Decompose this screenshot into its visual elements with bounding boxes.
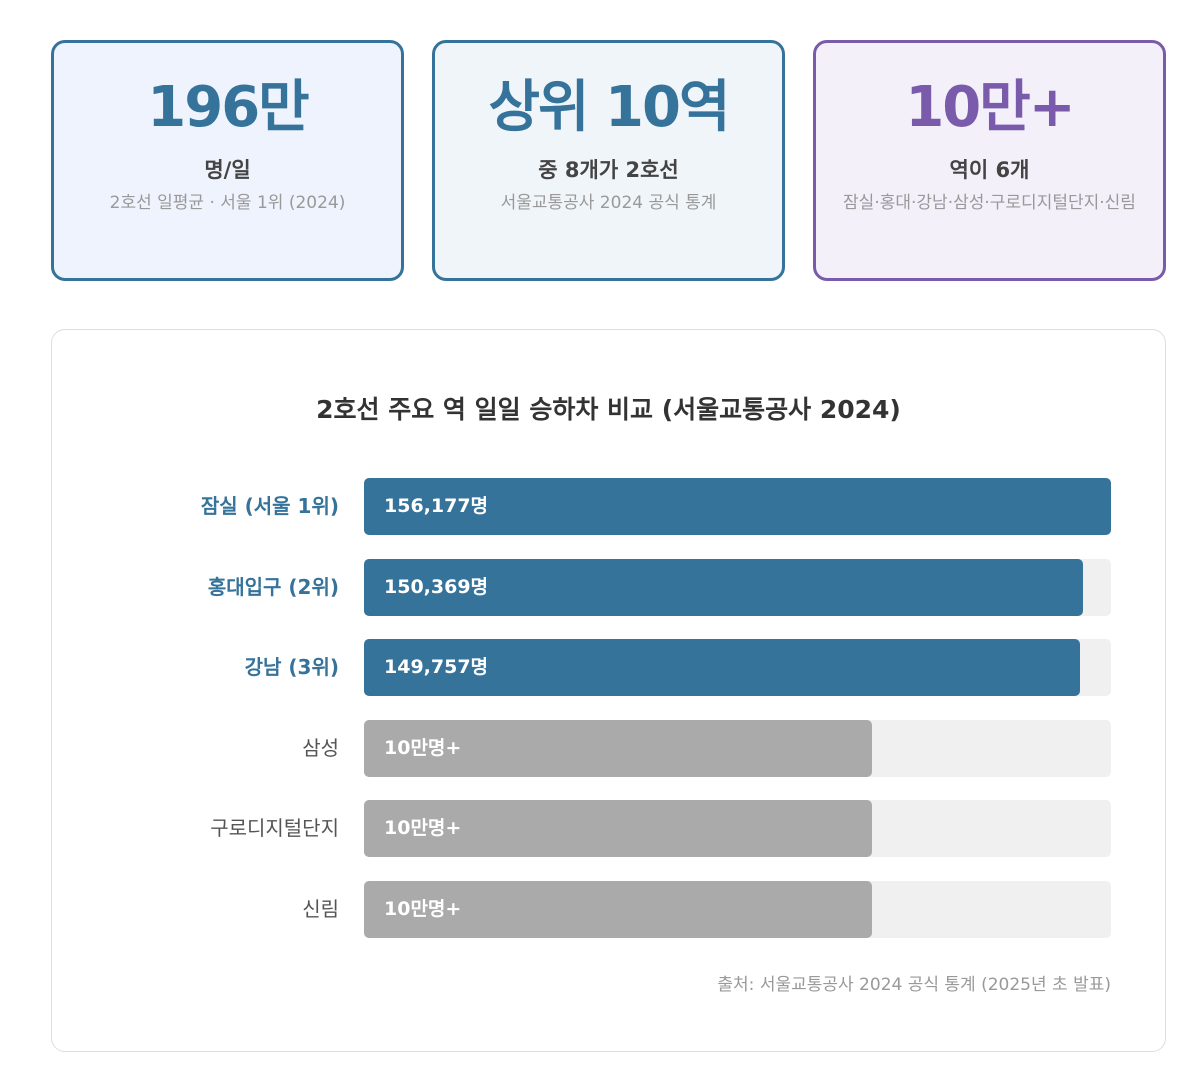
- bar-chart-card: 2호선 주요 역 일일 승하차 비교 (서울교통공사 2024) 잠실 (서울 …: [51, 329, 1166, 1052]
- bar: 149,757명: [364, 639, 1081, 696]
- bar: 156,177명: [364, 478, 1111, 535]
- bar-value-label: 10만명+: [384, 817, 462, 839]
- chart-title: 2호선 주요 역 일일 승하차 비교 (서울교통공사 2024): [316, 395, 901, 424]
- bar-value-label: 150,369명: [384, 575, 489, 598]
- bar-row: 잠실 (서울 1위) 156,177명: [52, 478, 1165, 535]
- stat-card-daily-riders: 196만 명/일 2호선 일평균 · 서울 1위 (2024): [51, 40, 404, 281]
- bar-category-label: 홍대입구 (2위): [207, 574, 339, 599]
- bar: 150,369명: [364, 558, 1084, 616]
- bar-row: 강남 (3위) 149,757명: [52, 639, 1165, 696]
- bar-row: 홍대입구 (2위) 150,369명: [52, 558, 1165, 616]
- bar-value-label: 156,177명: [384, 495, 489, 517]
- bar-track: 150,369명: [364, 558, 1111, 616]
- stat-value: 10만+: [905, 75, 1075, 140]
- stat-unit: 역이 6개: [949, 158, 1030, 182]
- bar-value-label: 149,757명: [384, 656, 489, 678]
- stat-value: 196만: [147, 75, 309, 140]
- stat-card-top10: 상위 10역 중 8개가 2호선 서울교통공사 2024 공식 통계: [432, 40, 785, 281]
- bar-row: 삼성 10만명+: [52, 719, 1165, 777]
- bar-track: 10만명+: [364, 800, 1111, 857]
- bar-category-label: 강남 (3위): [244, 655, 339, 679]
- bar-value-label: 10만명+: [384, 897, 462, 920]
- bar-row: 구로디지털단지 10만명+: [52, 800, 1165, 857]
- bar: 10만명+: [364, 719, 872, 777]
- bar-value-label: 10만명+: [384, 736, 462, 759]
- bar-category-label: 신림: [302, 896, 339, 921]
- bar-track: 156,177명: [364, 478, 1111, 535]
- bar-track: 10만명+: [364, 880, 1111, 938]
- chart-source: 출처: 서울교통공사 2024 공식 통계 (2025년 초 발표): [717, 975, 1111, 995]
- bar: 10만명+: [364, 880, 872, 938]
- bar-category-label: 구로디지털단지: [210, 816, 339, 840]
- bar-track: 10만명+: [364, 719, 1111, 777]
- stat-value: 상위 10역: [488, 75, 731, 140]
- stat-card-100k-stations: 10만+ 역이 6개 잠실·홍대·강남·삼성·구로디지털단지·신림: [813, 40, 1166, 281]
- stat-unit: 명/일: [204, 158, 251, 182]
- stat-note: 잠실·홍대·강남·삼성·구로디지털단지·신림: [843, 193, 1136, 213]
- bar-category-label: 잠실 (서울 1위): [200, 494, 339, 518]
- stat-unit: 중 8개가 2호선: [538, 158, 679, 182]
- bar-row: 신림 10만명+: [52, 880, 1165, 938]
- bar-track: 149,757명: [364, 639, 1111, 696]
- stat-note: 2호선 일평균 · 서울 1위 (2024): [109, 193, 346, 213]
- stat-note: 서울교통공사 2024 공식 통계: [500, 193, 717, 213]
- bar-category-label: 삼성: [302, 735, 339, 760]
- bar: 10만명+: [364, 800, 872, 857]
